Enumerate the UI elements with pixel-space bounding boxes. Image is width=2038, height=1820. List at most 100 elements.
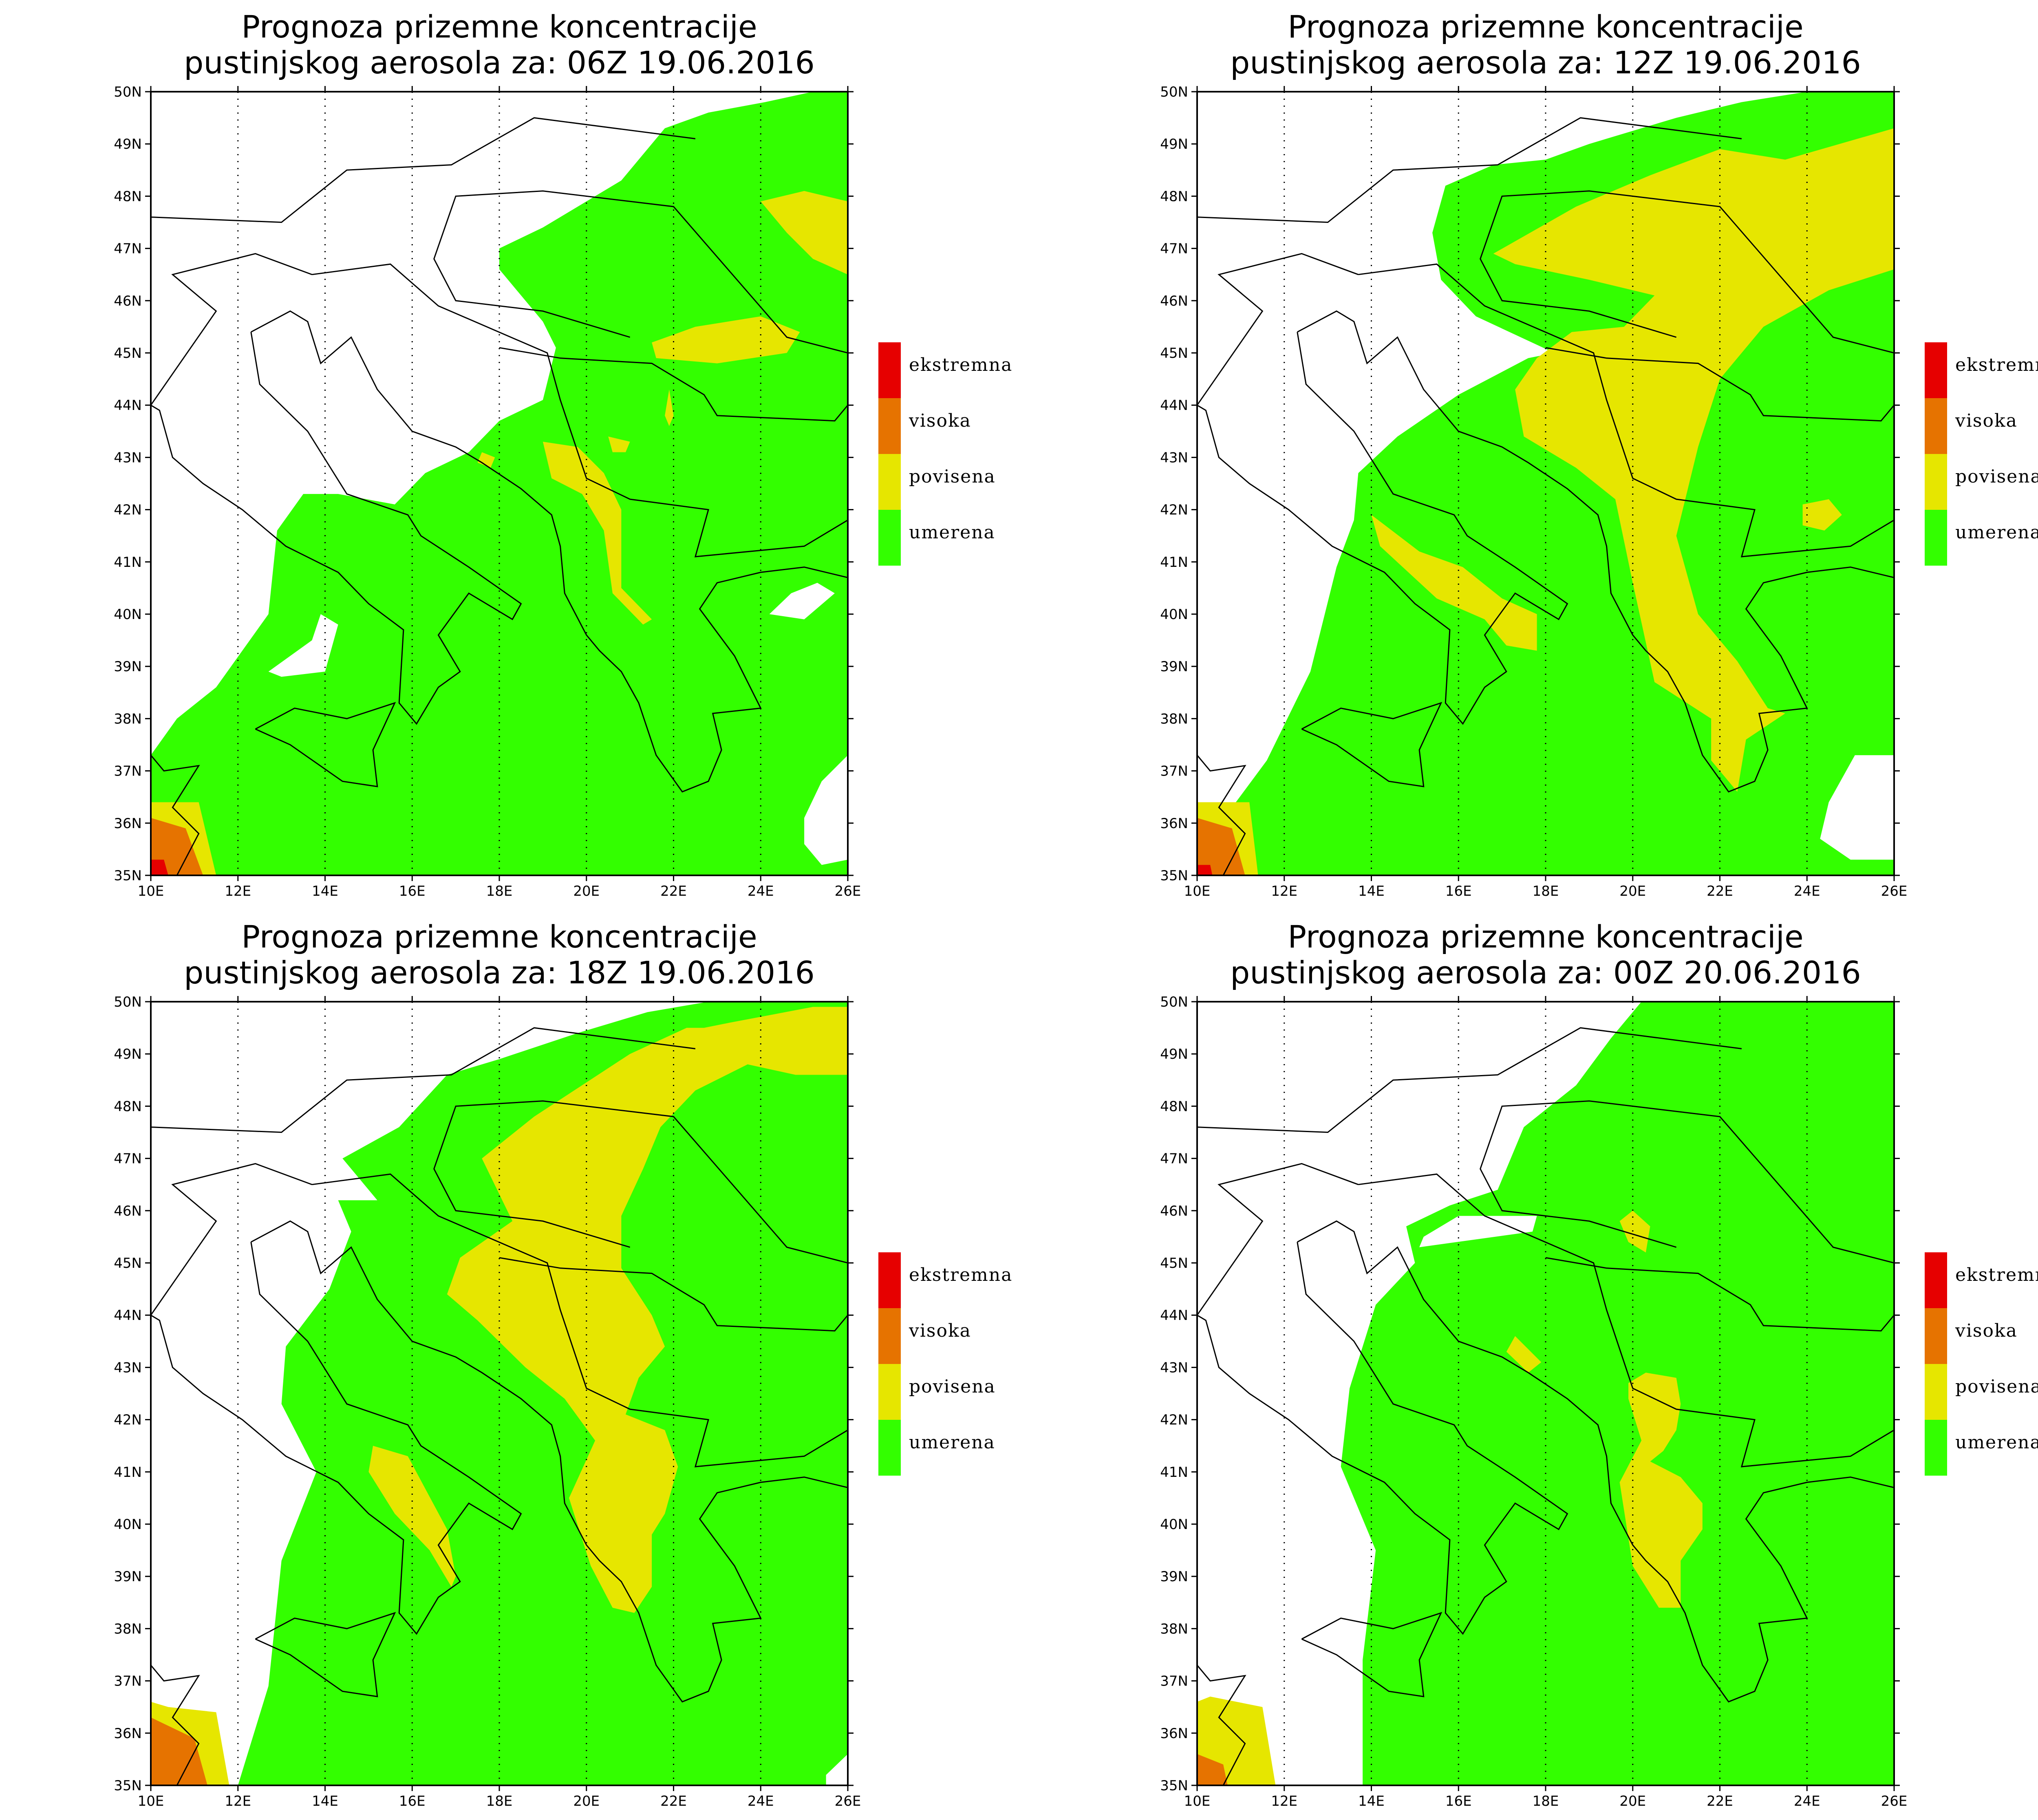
lat-tick-label: 45N: [1160, 345, 1188, 361]
lat-tick-label: 42N: [114, 1412, 142, 1428]
lat-tick-label: 43N: [114, 1359, 142, 1376]
lon-tick-label: 18E: [486, 883, 513, 899]
coastline: [1197, 1665, 1246, 1785]
legend-label: povisena: [1955, 1376, 2038, 1397]
povisena-region: [761, 191, 848, 275]
lat-tick-label: 38N: [1160, 711, 1188, 727]
map-plot: 50N 49N 48N 47N 46N 45N 44N 43N 42N 41N 40N 39N 38N 3…: [114, 84, 861, 899]
lon-tick-label: 20E: [1619, 1793, 1646, 1809]
lon-tick-label: 22E: [660, 883, 687, 899]
lon-tick-label: 10E: [138, 1793, 164, 1809]
lat-tick-label: 43N: [1160, 1359, 1188, 1376]
lat-tick-label: 50N: [1160, 994, 1188, 1010]
lat-tick-label: 36N: [114, 1725, 142, 1742]
coastline: [1197, 1242, 1568, 1635]
lon-tick-label: 26E: [835, 1793, 861, 1809]
lat-tick-label: 37N: [114, 763, 142, 780]
lon-tick-label: 22E: [1707, 1793, 1733, 1809]
panel-title-line2: pustinjskog aerosola za: 18Z 19.06.2016: [184, 954, 815, 991]
legend-label: umerena: [909, 1432, 995, 1453]
coastline: [312, 263, 848, 557]
lon-tick-label: 16E: [1445, 883, 1472, 899]
lat-tick-label: 36N: [1160, 815, 1188, 832]
coastline: [255, 1612, 396, 1697]
lat-tick-label: 40N: [1160, 606, 1188, 623]
lon-tick-label: 10E: [1184, 1793, 1211, 1809]
lat-tick-label: 46N: [1160, 293, 1188, 309]
lat-tick-label: 44N: [114, 397, 142, 414]
map-panel-00z: Prognoza prizemne koncentracije pustinjs…: [1046, 910, 2038, 1820]
coastline: [1297, 1220, 1894, 1703]
lat-tick-label: 39N: [114, 1569, 142, 1585]
lon-tick-label: 12E: [225, 1793, 251, 1809]
lat-tick-label: 36N: [114, 815, 142, 832]
povisena-region: [1506, 1336, 1542, 1373]
legend-label: ekstremna: [1955, 355, 2038, 375]
povisena-region: [652, 316, 800, 364]
lon-tick-label: 24E: [1794, 883, 1820, 899]
lat-tick-label: 41N: [114, 1464, 142, 1481]
lat-tick-label: 45N: [1160, 1255, 1188, 1271]
coastline-layer: [1197, 1027, 1894, 1785]
clear-region: [1820, 755, 1894, 860]
lat-tick-label: 42N: [1160, 502, 1188, 518]
lat-tick-label: 49N: [114, 1046, 142, 1062]
lat-tick-label: 42N: [1160, 1412, 1188, 1428]
ekstremna-region: [151, 859, 168, 875]
lat-tick-label: 49N: [114, 136, 142, 152]
coastline: [1545, 1257, 1894, 1332]
legend-label: visoka: [1955, 410, 2018, 431]
ekstremna-region: [1197, 865, 1213, 875]
lat-tick-label: 45N: [114, 1255, 142, 1271]
coastline: [1358, 1173, 1894, 1467]
umerena-region: [238, 1002, 848, 1785]
concentration-layer: [1197, 92, 1894, 875]
lat-tick-label: 39N: [1160, 1569, 1188, 1585]
panel-title-line1: Prognoza prizemne koncentracije: [241, 9, 757, 45]
legend-label: umerena: [1955, 522, 2038, 543]
povisena-region: [447, 1007, 848, 1613]
lat-tick-label: 46N: [114, 1203, 142, 1219]
map-panel-18z: Prognoza prizemne koncentracije pustinjs…: [0, 910, 1046, 1820]
lat-tick-label: 46N: [1160, 1203, 1188, 1219]
panel-title-line1: Prognoza prizemne koncentracije: [1288, 9, 1804, 45]
coastline: [1301, 702, 1442, 787]
clear-region: [769, 583, 835, 619]
coastline: [499, 347, 848, 422]
panel-title-line2: pustinjskog aerosola za: 12Z 19.06.2016: [1230, 44, 1861, 81]
lat-tick-label: 45N: [114, 345, 142, 361]
lat-tick-label: 36N: [1160, 1725, 1188, 1742]
lat-tick-label: 44N: [1160, 397, 1188, 414]
lon-tick-label: 26E: [835, 883, 861, 899]
lon-tick-label: 14E: [312, 883, 338, 899]
coastline-layer: [151, 1027, 848, 1785]
lat-tick-label: 50N: [1160, 84, 1188, 100]
lat-tick-label: 46N: [114, 293, 142, 309]
lon-tick-label: 10E: [138, 883, 164, 899]
legend-label: visoka: [909, 410, 971, 431]
legend-label: visoka: [909, 1320, 971, 1341]
coastline: [255, 702, 396, 787]
lat-tick-label: 43N: [114, 449, 142, 466]
coastline: [1358, 263, 1894, 557]
visoka-region: [151, 1717, 207, 1785]
lat-tick-label: 48N: [1160, 1098, 1188, 1115]
legend-label: ekstremna: [909, 355, 1013, 375]
concentration-layer: [1197, 1002, 1894, 1785]
lat-tick-label: 49N: [1160, 1046, 1188, 1062]
lat-tick-label: 39N: [1160, 659, 1188, 675]
lon-tick-label: 26E: [1881, 883, 1908, 899]
lon-tick-label: 24E: [1794, 1793, 1820, 1809]
lon-tick-label: 14E: [312, 1793, 338, 1809]
lat-tick-label: 37N: [1160, 763, 1188, 780]
coastline: [151, 1027, 696, 1133]
lat-tick-label: 37N: [114, 1673, 142, 1690]
lat-tick-label: 41N: [114, 554, 142, 571]
lon-tick-label: 14E: [1358, 1793, 1385, 1809]
lat-tick-label: 47N: [114, 1151, 142, 1167]
lon-tick-label: 12E: [1271, 883, 1297, 899]
povisena-region: [1619, 1210, 1650, 1253]
coastline: [1197, 1027, 1742, 1133]
lon-tick-label: 20E: [573, 883, 600, 899]
map-panel-06z: Prognoza prizemne koncentracije pustinjs…: [0, 0, 1046, 910]
